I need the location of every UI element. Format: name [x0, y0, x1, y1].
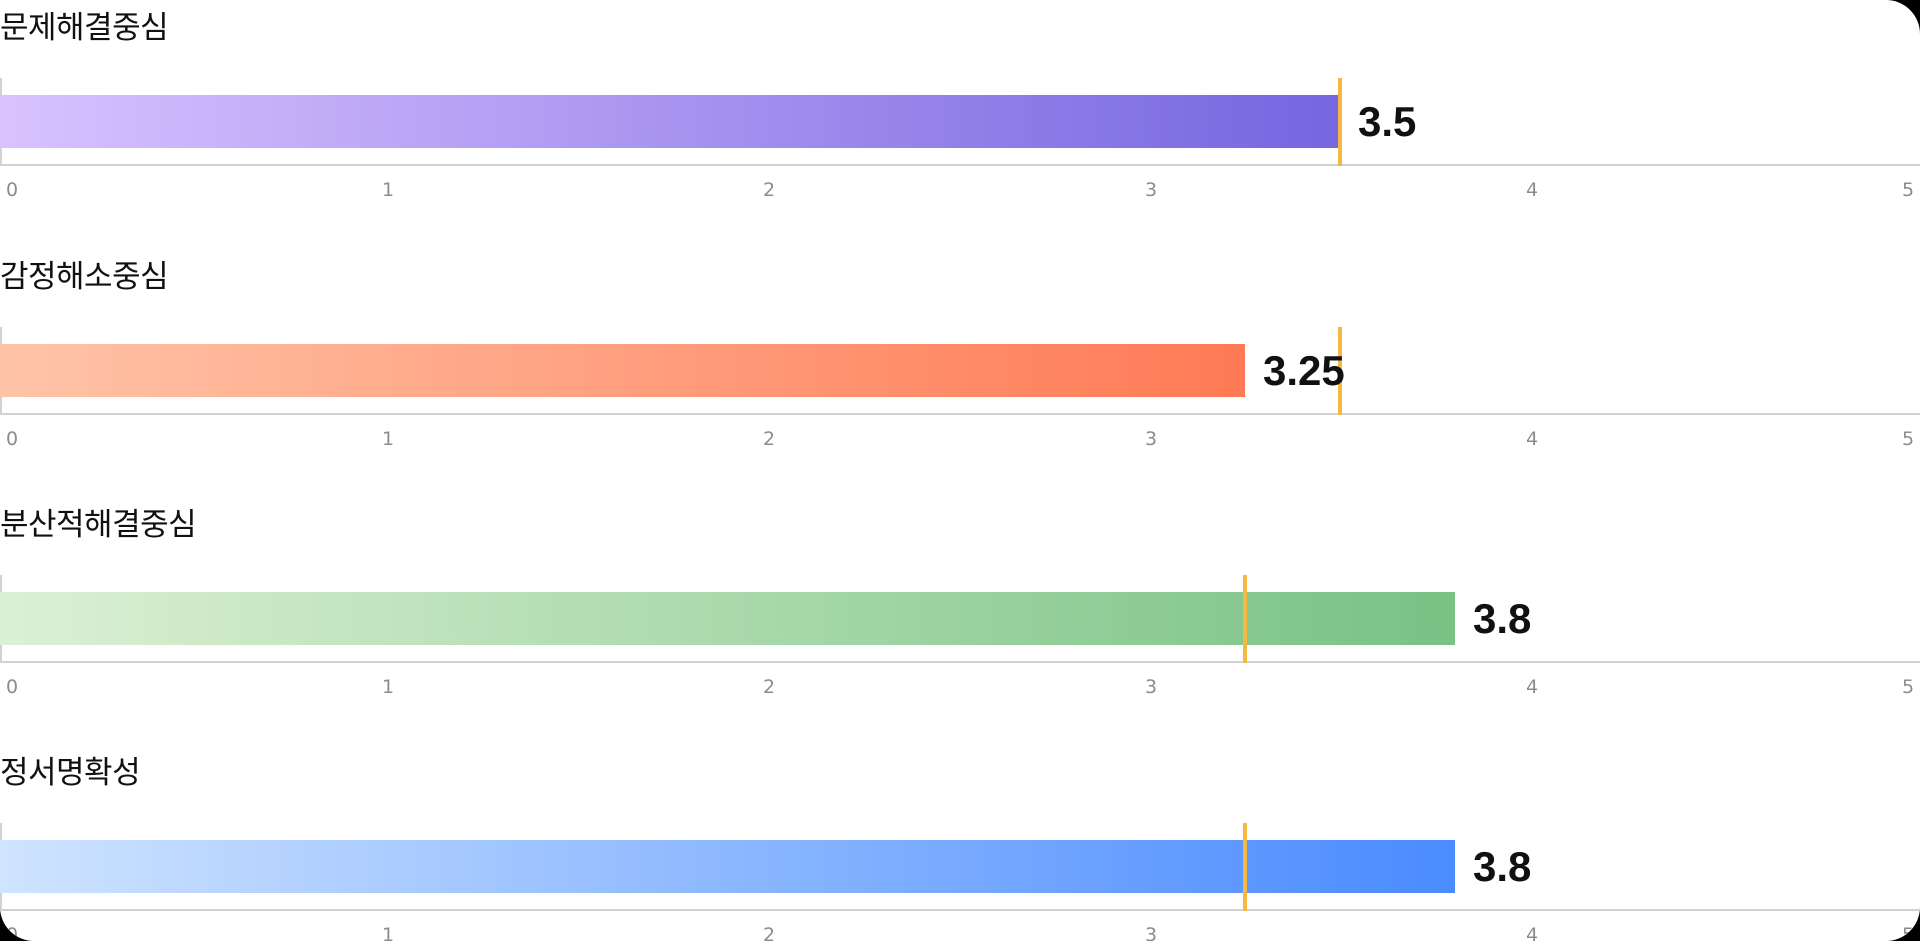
chart-row-distributed-solving: 분산적해결중심 3.8 0 1 2 3 4 5 — [0, 505, 1920, 705]
data-label: 3.8 — [1473, 595, 1532, 642]
chart-title: 감정해소중심 — [0, 259, 169, 295]
tick-label: 0 — [6, 676, 19, 698]
data-label: 3.25 — [1263, 347, 1345, 394]
tick-label: 4 — [1526, 428, 1539, 450]
tick-label: 2 — [763, 924, 776, 941]
bar — [0, 95, 1340, 148]
tick-label: 3 — [1145, 428, 1158, 450]
chart-title: 분산적해결중심 — [0, 507, 197, 543]
target-marker — [1338, 327, 1342, 415]
chart-title: 문제해결중심 — [0, 10, 169, 46]
tick-label: 0 — [6, 428, 19, 450]
bar — [0, 592, 1455, 645]
data-label: 3.8 — [1473, 843, 1532, 890]
tick-label: 5 — [1902, 428, 1915, 450]
axis-baseline — [0, 909, 1920, 911]
tick-label: 2 — [763, 428, 776, 450]
tick-label: 5 — [1902, 676, 1915, 698]
chart-title: 정서명확성 — [0, 755, 141, 791]
tick-label: 3 — [1145, 676, 1158, 698]
tick-label: 1 — [382, 179, 395, 201]
tick-label: 3 — [1145, 924, 1158, 941]
target-marker — [1243, 823, 1247, 911]
tick-label: 1 — [382, 924, 395, 941]
tick-label: 3 — [1145, 179, 1158, 201]
bar — [0, 344, 1245, 397]
bar — [0, 840, 1455, 893]
tick-label: 0 — [6, 179, 19, 201]
tick-label: 1 — [382, 428, 395, 450]
tick-label: 4 — [1526, 924, 1539, 941]
chart-row-problem-solving: 문제해결중심 3.5 0 1 2 3 4 5 — [0, 8, 1920, 208]
data-label: 3.5 — [1358, 98, 1417, 145]
tick-label: 5 — [1902, 924, 1915, 941]
tick-label: 2 — [763, 676, 776, 698]
tick-label: 2 — [763, 179, 776, 201]
axis-baseline — [0, 661, 1920, 663]
tick-label: 4 — [1526, 179, 1539, 201]
tick-label: 5 — [1902, 179, 1915, 201]
axis-baseline — [0, 413, 1920, 415]
target-marker — [1243, 575, 1247, 663]
tick-label: 0 — [6, 924, 19, 941]
chart-row-emotion-relief: 감정해소중심 3.25 0 1 2 3 4 5 — [0, 257, 1920, 457]
tick-label: 4 — [1526, 676, 1539, 698]
target-marker — [1338, 78, 1342, 166]
tick-label: 1 — [382, 676, 395, 698]
axis-baseline — [0, 164, 1920, 166]
chart-row-emotional-clarity: 정서명확성 3.8 0 1 2 3 4 5 — [0, 753, 1920, 941]
